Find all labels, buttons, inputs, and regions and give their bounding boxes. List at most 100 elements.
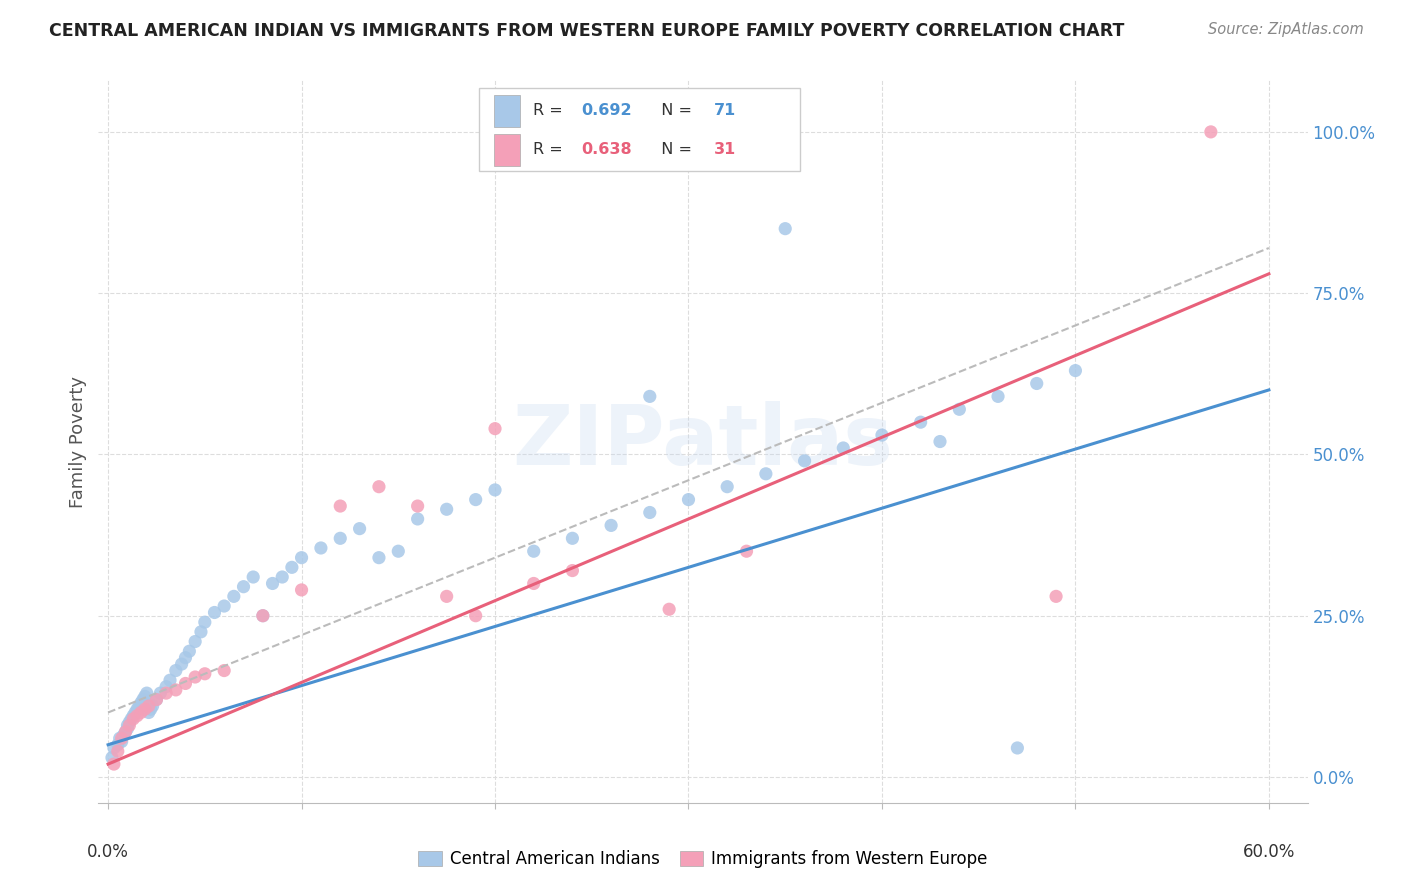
Point	[600, 518, 623, 533]
Point	[658, 602, 681, 616]
Point	[1045, 590, 1067, 604]
Point	[561, 531, 583, 545]
Point	[103, 741, 125, 756]
Point	[436, 590, 458, 604]
Point	[111, 734, 134, 748]
Point	[145, 692, 167, 706]
Point	[212, 599, 235, 613]
Point	[127, 702, 149, 716]
Point	[159, 673, 181, 688]
Point	[204, 606, 226, 620]
Point	[290, 550, 312, 565]
Point	[329, 499, 352, 513]
Point	[132, 692, 155, 706]
Point	[129, 706, 152, 720]
Text: 0.692: 0.692	[581, 103, 631, 119]
Text: R =: R =	[533, 143, 568, 157]
Point	[120, 712, 142, 726]
FancyBboxPatch shape	[494, 134, 520, 166]
Point	[242, 570, 264, 584]
Point	[290, 582, 312, 597]
Point	[124, 706, 146, 720]
Text: CENTRAL AMERICAN INDIAN VS IMMIGRANTS FROM WESTERN EUROPE FAMILY POVERTY CORRELA: CENTRAL AMERICAN INDIAN VS IMMIGRANTS FR…	[49, 22, 1125, 40]
Point	[464, 608, 486, 623]
Point	[484, 422, 506, 436]
Point	[127, 708, 149, 723]
Point	[222, 590, 245, 604]
Point	[117, 722, 139, 736]
Point	[129, 696, 152, 710]
Point	[174, 650, 197, 665]
Point	[406, 512, 429, 526]
Point	[232, 580, 254, 594]
Point	[103, 757, 125, 772]
Point	[165, 664, 187, 678]
Point	[910, 415, 932, 429]
Point	[155, 686, 177, 700]
Point	[1025, 376, 1047, 391]
Point	[523, 544, 546, 558]
Text: 71: 71	[714, 103, 737, 119]
Point	[561, 564, 583, 578]
Point	[107, 738, 129, 752]
Text: 0.638: 0.638	[581, 143, 631, 157]
Point	[107, 744, 129, 758]
Point	[329, 531, 352, 545]
Point	[145, 692, 167, 706]
Point	[387, 544, 409, 558]
Point	[118, 718, 141, 732]
Point	[179, 644, 201, 658]
Text: R =: R =	[533, 103, 568, 119]
FancyBboxPatch shape	[494, 95, 520, 127]
Point	[190, 624, 212, 639]
Text: 0.0%: 0.0%	[87, 843, 129, 861]
Point	[149, 686, 172, 700]
Text: N =: N =	[651, 143, 697, 157]
Point	[111, 731, 134, 746]
Point	[406, 499, 429, 513]
Point	[638, 389, 661, 403]
Point	[349, 522, 371, 536]
Text: 60.0%: 60.0%	[1243, 843, 1295, 861]
Point	[870, 428, 893, 442]
Point	[117, 718, 139, 732]
Point	[138, 699, 160, 714]
Point	[112, 728, 135, 742]
Point	[523, 576, 546, 591]
Point	[281, 560, 304, 574]
Point	[262, 576, 284, 591]
Point	[101, 750, 124, 764]
Point	[122, 708, 145, 723]
Point	[368, 480, 391, 494]
Point	[114, 724, 136, 739]
Point	[252, 608, 274, 623]
Text: 31: 31	[714, 143, 737, 157]
Point	[484, 483, 506, 497]
FancyBboxPatch shape	[479, 87, 800, 170]
Point	[212, 664, 235, 678]
Point	[948, 402, 970, 417]
Point	[122, 712, 145, 726]
Point	[755, 467, 778, 481]
Point	[118, 715, 141, 730]
Legend: Central American Indians, Immigrants from Western Europe: Central American Indians, Immigrants fro…	[412, 844, 994, 875]
Point	[138, 706, 160, 720]
Point	[735, 544, 758, 558]
Point	[1199, 125, 1222, 139]
Point	[1064, 363, 1087, 377]
Point	[252, 608, 274, 623]
Point	[184, 670, 207, 684]
Point	[139, 702, 162, 716]
Point	[165, 682, 187, 697]
Point	[174, 676, 197, 690]
Point	[309, 541, 332, 555]
Point	[793, 454, 815, 468]
Point	[1007, 741, 1029, 756]
Point	[134, 702, 156, 716]
Point	[987, 389, 1010, 403]
Point	[108, 731, 131, 746]
Y-axis label: Family Poverty: Family Poverty	[69, 376, 87, 508]
Point	[155, 680, 177, 694]
Text: ZIPatlas: ZIPatlas	[513, 401, 893, 482]
Point	[128, 699, 150, 714]
